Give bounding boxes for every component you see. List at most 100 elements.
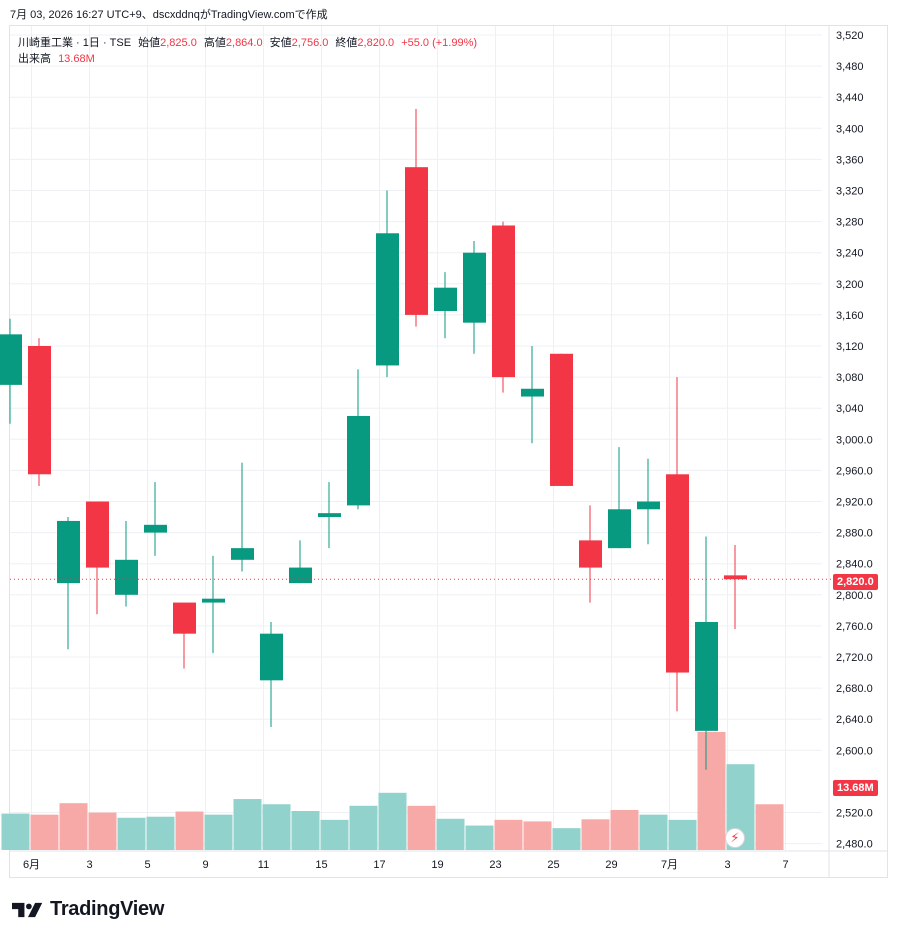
volume-bar bbox=[494, 819, 523, 850]
legend-low-value: 2,756.0 bbox=[291, 37, 329, 49]
legend-change-value: +55.0 (+1.99%) bbox=[401, 37, 478, 49]
legend-volume-row: 出来高 13.68M bbox=[18, 51, 481, 67]
price-tick-label: 3,160 bbox=[836, 310, 864, 322]
volume-bar bbox=[610, 809, 639, 850]
snapshot-date: 7月 03, 2026 16:27 UTC+9 bbox=[10, 9, 142, 21]
candle-body bbox=[260, 633, 283, 681]
price-tick-label: 3,240 bbox=[836, 248, 864, 260]
tradingview-logo-icon bbox=[12, 902, 43, 917]
candle-body bbox=[550, 353, 573, 486]
candle-body bbox=[347, 415, 370, 506]
volume-bar bbox=[175, 811, 204, 850]
price-tick-label: 2,920.0 bbox=[836, 497, 873, 509]
candle-body bbox=[289, 567, 312, 584]
candle-body bbox=[376, 233, 399, 366]
volume-bar bbox=[233, 799, 262, 850]
legend-close-label: 終値 bbox=[335, 37, 358, 49]
legend-volume-value: 13.68M bbox=[58, 53, 95, 65]
volume-bar bbox=[146, 816, 175, 850]
candle-body bbox=[86, 501, 109, 568]
time-tick-label: 6月 bbox=[23, 859, 40, 871]
volume-bar bbox=[320, 819, 349, 850]
snapshot-header: 7月 03, 2026 16:27 UTC+9、dscxddnqがTrading… bbox=[10, 6, 328, 22]
price-tick-label: 3,000.0 bbox=[836, 434, 873, 446]
price-tick-label: 2,800.0 bbox=[836, 590, 873, 602]
volume-bar bbox=[291, 811, 320, 850]
legend-volume-label: 出来高 bbox=[18, 53, 51, 65]
volume-bar bbox=[755, 804, 784, 850]
legend-symbol[interactable]: 川崎重工業 · 1日 · TSE bbox=[18, 37, 132, 49]
candle-body bbox=[695, 622, 718, 731]
time-tick-label: 17 bbox=[373, 859, 385, 871]
candle-body bbox=[608, 509, 631, 549]
volume-bar bbox=[581, 819, 610, 850]
volume-bar bbox=[552, 828, 581, 850]
candle-body bbox=[202, 598, 225, 603]
price-tick-label: 3,400 bbox=[836, 123, 864, 135]
candle-body bbox=[57, 520, 80, 584]
volume-bar bbox=[117, 817, 146, 850]
legend-close-value: 2,820.0 bbox=[357, 37, 395, 49]
time-tick-label: 7月 bbox=[661, 859, 678, 871]
time-tick-label: 23 bbox=[489, 859, 501, 871]
snapshot-sep-b: が bbox=[199, 9, 211, 21]
price-tick-label: 3,080 bbox=[836, 372, 864, 384]
time-tick-label: 9 bbox=[202, 859, 208, 871]
volume-bar bbox=[407, 805, 436, 850]
candle-body bbox=[724, 575, 747, 580]
last-price-badge: 2,820.0 bbox=[833, 574, 878, 590]
lightning-icon[interactable]: ⚡ bbox=[725, 828, 745, 848]
candle-body bbox=[637, 501, 660, 510]
time-tick-label: 29 bbox=[605, 859, 617, 871]
price-tick-label: 2,520.0 bbox=[836, 808, 873, 820]
price-tick-label: 3,520 bbox=[836, 30, 864, 42]
volume-bar bbox=[262, 804, 291, 850]
price-axis: 3,520 3,480 3,440 3,400 3,360 3,320 3,280 3,240… bbox=[828, 26, 873, 877]
price-tick-label: 3,120 bbox=[836, 341, 864, 353]
price-tick-label: 3,360 bbox=[836, 154, 864, 166]
volume-bar bbox=[639, 814, 668, 850]
price-tick-label: 2,880.0 bbox=[836, 528, 873, 540]
candle-body bbox=[173, 602, 196, 634]
volume-bar bbox=[204, 814, 233, 850]
volume-bar bbox=[523, 821, 552, 850]
price-tick-label: 2,600.0 bbox=[836, 745, 873, 757]
legend-ohlc-row: 川崎重工業 · 1日 · TSE 始値2,825.0 高値2,864.0 安値2… bbox=[18, 35, 481, 51]
legend-high-label: 高値 bbox=[203, 37, 226, 49]
volume-bars bbox=[1, 731, 784, 850]
candle-body bbox=[405, 167, 428, 315]
candle-body bbox=[318, 513, 341, 518]
legend-low-label: 安値 bbox=[269, 37, 292, 49]
time-tick-label: 19 bbox=[431, 859, 443, 871]
legend-open-label: 始値 bbox=[138, 37, 161, 49]
tradingview-logo[interactable]: TradingView bbox=[12, 898, 164, 921]
price-tick-label: 3,320 bbox=[836, 186, 864, 198]
candlesticks bbox=[0, 108, 747, 770]
price-tick-label: 2,480.0 bbox=[836, 839, 873, 851]
chart-legend: 川崎重工業 · 1日 · TSE 始値2,825.0 高値2,864.0 安値2… bbox=[18, 35, 481, 67]
time-tick-label: 3 bbox=[724, 859, 730, 871]
volume-bar bbox=[436, 818, 465, 850]
time-tick-label: 15 bbox=[315, 859, 327, 871]
candle-body bbox=[144, 524, 167, 533]
volume-bar bbox=[59, 803, 88, 850]
brand-name: TradingView bbox=[50, 898, 165, 920]
legend-open-value: 2,825.0 bbox=[160, 37, 197, 49]
candle-body bbox=[115, 559, 138, 595]
time-tick-label: 11 bbox=[258, 859, 269, 871]
price-tick-label: 3,280 bbox=[836, 217, 864, 229]
candle-body bbox=[28, 346, 51, 475]
time-tick-label: 7 bbox=[782, 859, 788, 871]
time-axis: 6月 3 5 9 11 15 17 19 23 25 29 7月 3 7 bbox=[10, 850, 887, 871]
price-tick-label: 2,760.0 bbox=[836, 621, 873, 633]
price-tick-label: 2,640.0 bbox=[836, 714, 873, 726]
time-tick-label: 5 bbox=[144, 859, 150, 871]
candle-body bbox=[434, 287, 457, 312]
price-tick-label: 2,840.0 bbox=[836, 559, 873, 571]
candle-body bbox=[0, 334, 22, 385]
volume-bar bbox=[30, 814, 59, 850]
candle-body bbox=[463, 252, 486, 323]
volume-bar bbox=[465, 825, 494, 850]
price-tick-label: 3,480 bbox=[836, 61, 864, 73]
